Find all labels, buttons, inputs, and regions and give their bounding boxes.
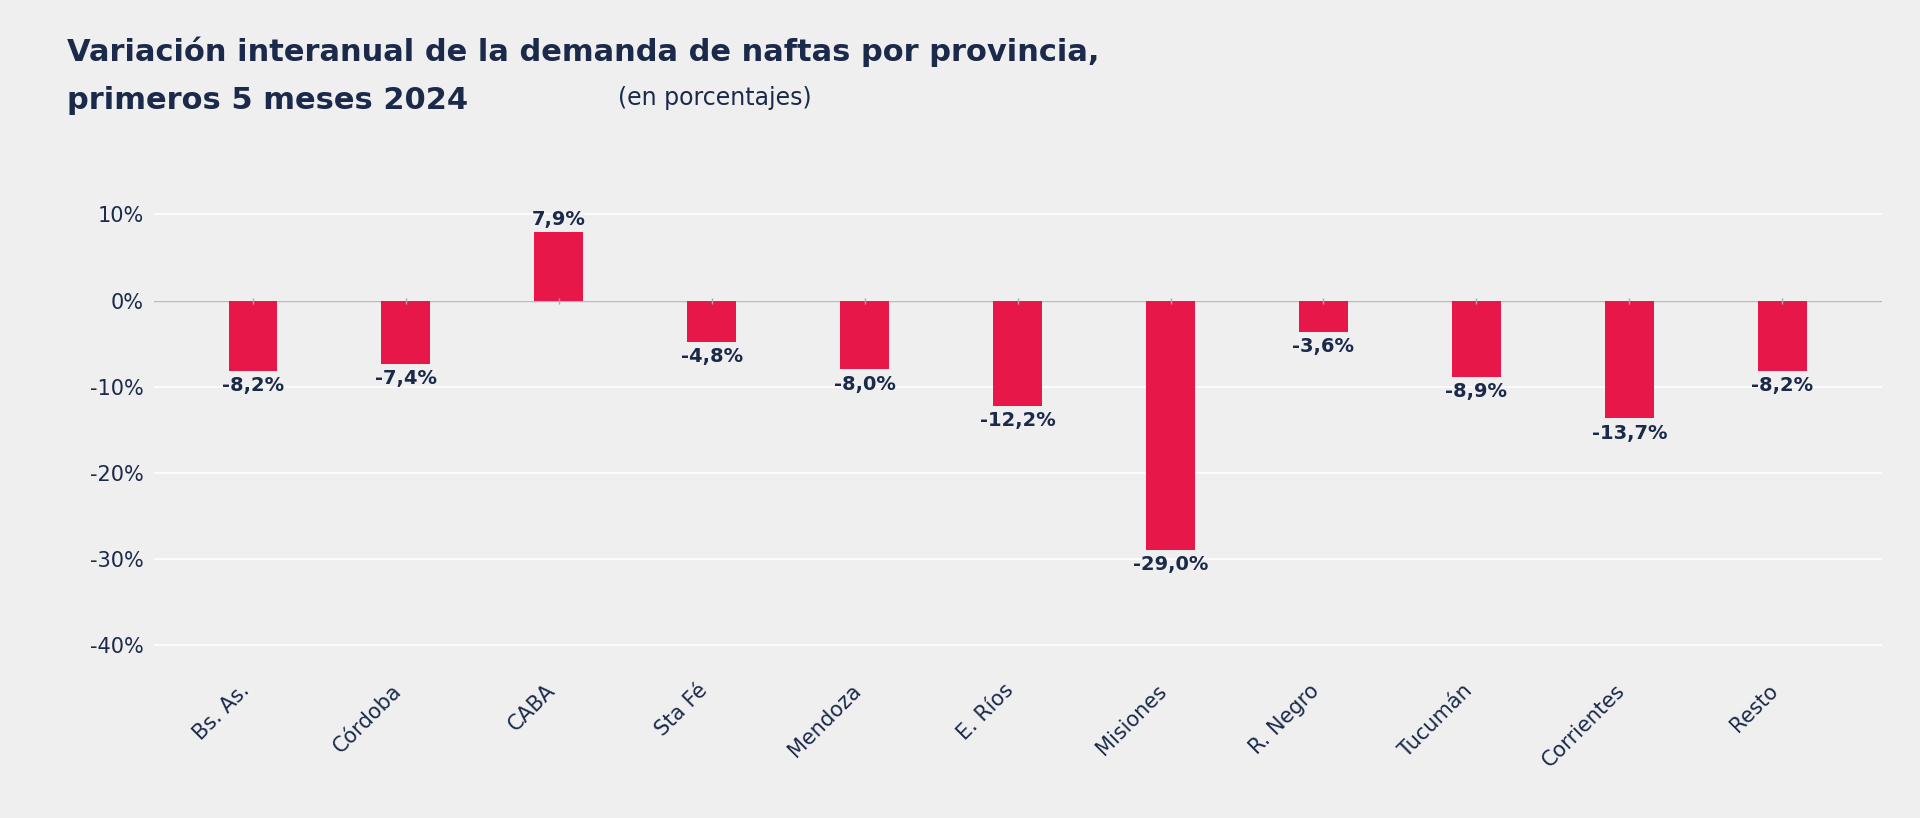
Bar bbox=[534, 232, 584, 300]
Text: -8,2%: -8,2% bbox=[223, 376, 284, 395]
Text: -8,0%: -8,0% bbox=[833, 375, 895, 393]
Text: Variación interanual de la demanda de naftas por provincia,: Variación interanual de la demanda de na… bbox=[67, 37, 1100, 67]
Bar bbox=[228, 300, 278, 371]
Bar bbox=[1452, 300, 1501, 377]
Text: -12,2%: -12,2% bbox=[979, 411, 1056, 429]
Bar bbox=[1757, 300, 1807, 371]
Text: -29,0%: -29,0% bbox=[1133, 555, 1208, 574]
Bar bbox=[382, 300, 430, 364]
Text: 7,9%: 7,9% bbox=[532, 210, 586, 229]
Text: -7,4%: -7,4% bbox=[374, 370, 438, 389]
Bar bbox=[993, 300, 1043, 406]
Text: -8,2%: -8,2% bbox=[1751, 376, 1812, 395]
Text: -4,8%: -4,8% bbox=[682, 347, 743, 366]
Text: primeros 5 meses 2024: primeros 5 meses 2024 bbox=[67, 86, 468, 115]
Text: (en porcentajes): (en porcentajes) bbox=[618, 86, 812, 110]
Bar bbox=[687, 300, 735, 342]
Bar bbox=[1146, 300, 1194, 551]
Bar bbox=[1300, 300, 1348, 331]
Text: -3,6%: -3,6% bbox=[1292, 337, 1354, 356]
Bar bbox=[1605, 300, 1653, 419]
Bar bbox=[841, 300, 889, 370]
Text: -8,9%: -8,9% bbox=[1446, 382, 1507, 402]
Text: -13,7%: -13,7% bbox=[1592, 424, 1667, 443]
